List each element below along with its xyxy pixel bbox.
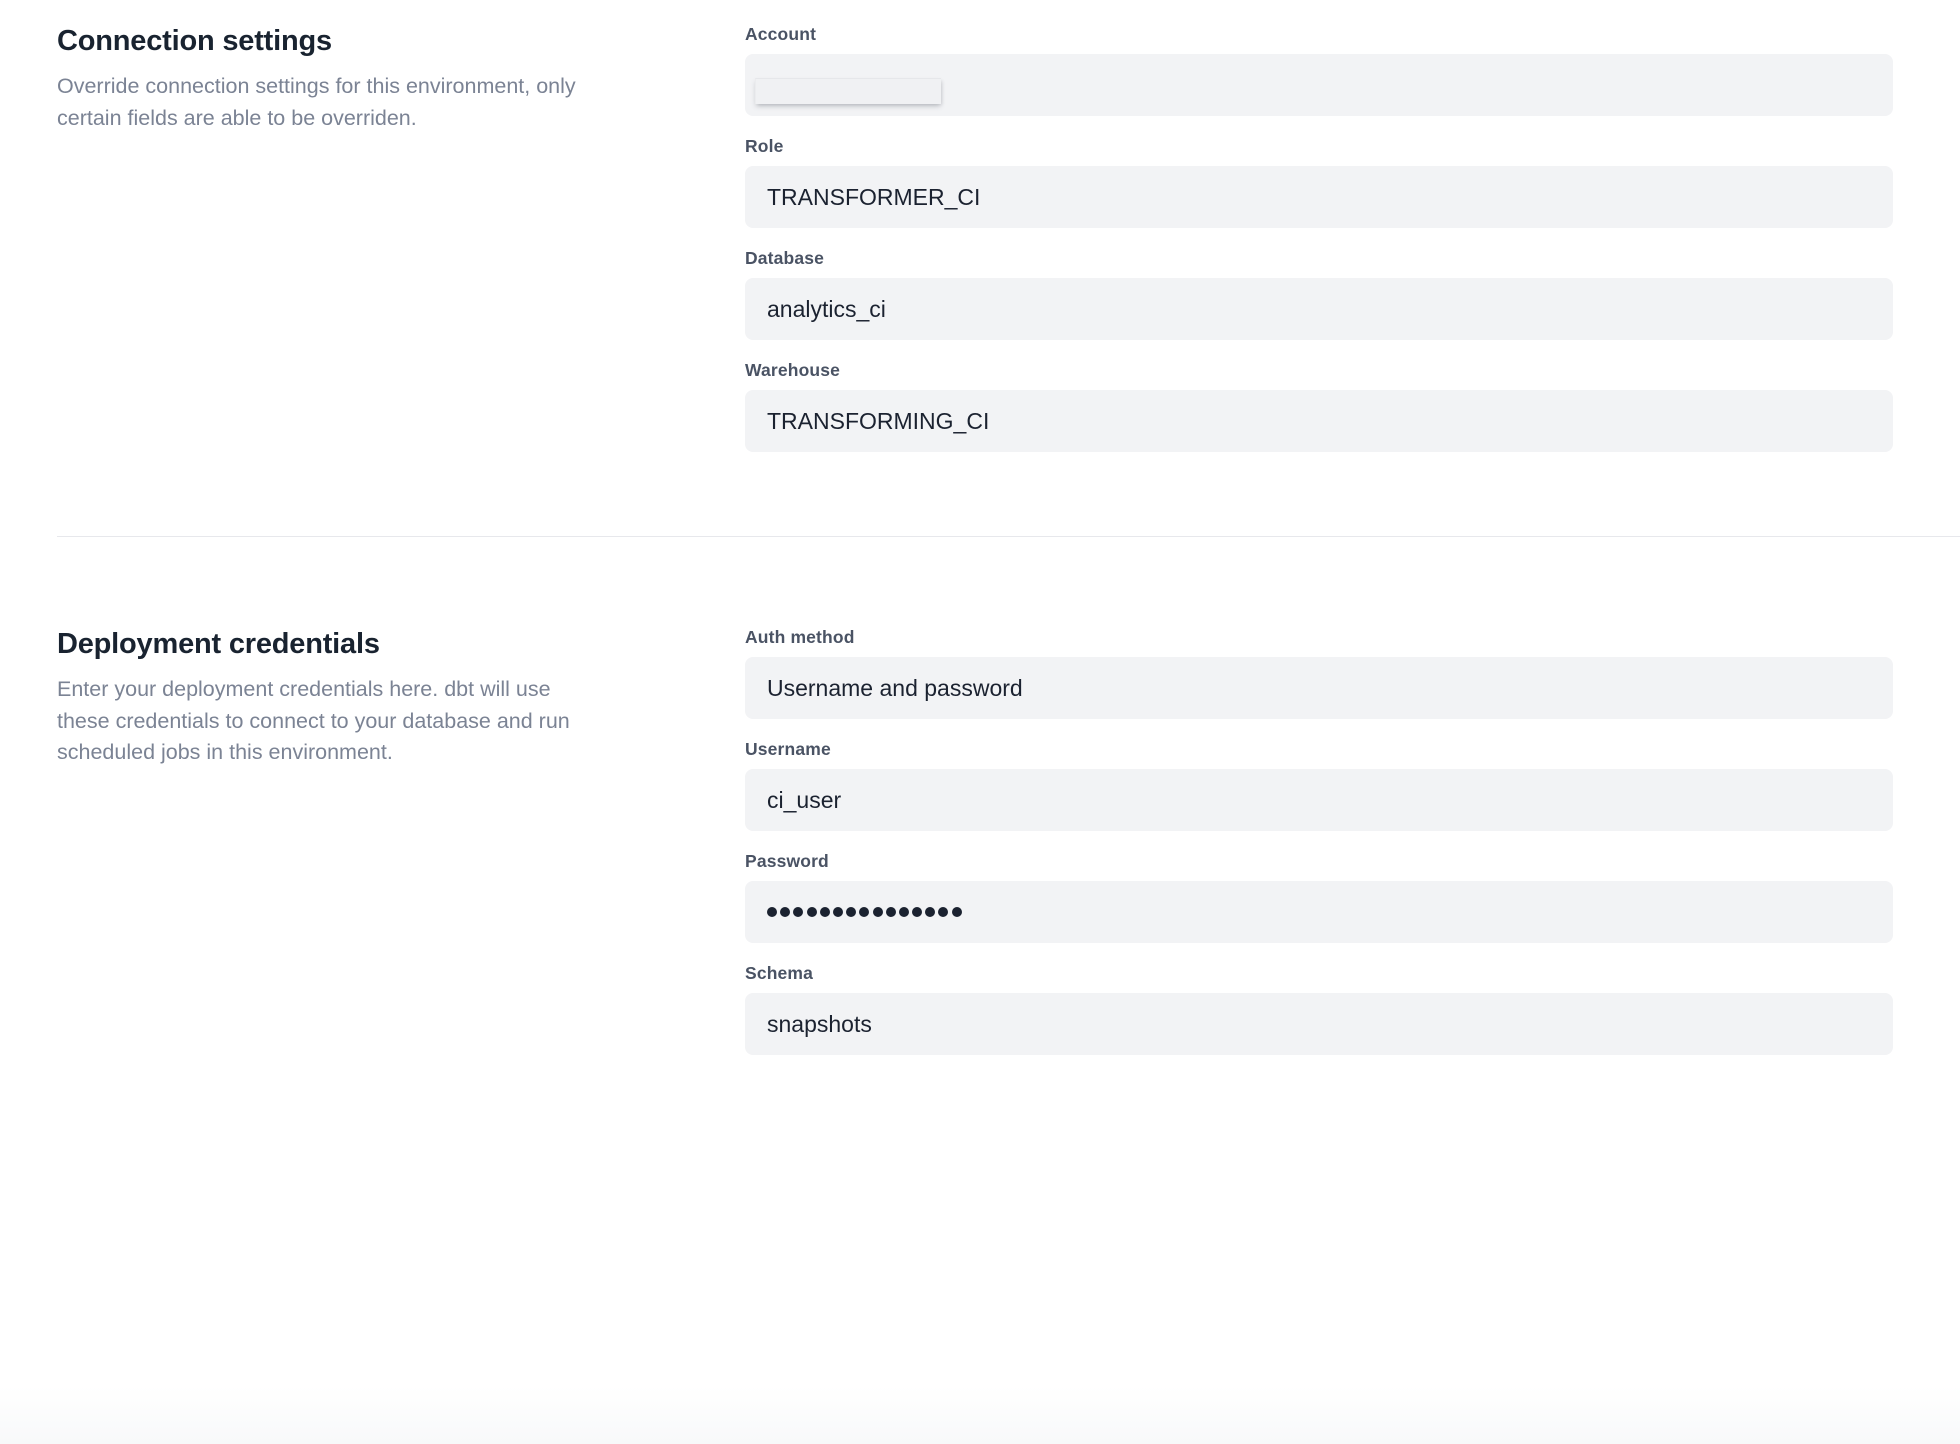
bottom-scroll-fade (0, 1386, 1960, 1444)
connection-settings-description: Override connection settings for this en… (57, 73, 576, 130)
account-input[interactable] (745, 54, 1893, 116)
role-label: Role (745, 136, 784, 156)
deployment-credentials-fields: Auth method Username and password Userna… (745, 627, 1893, 1055)
warehouse-label: Warehouse (745, 360, 841, 380)
schema-value: snapshots (767, 1010, 872, 1037)
database-value: analytics_ci (767, 295, 886, 322)
schema-label: Schema (745, 963, 814, 983)
connection-settings-title: Connection settings (57, 25, 332, 57)
section-divider-wrap (0, 536, 1960, 537)
schema-input[interactable]: snapshots (745, 993, 1893, 1055)
role-input[interactable]: TRANSFORMER_CI (745, 166, 1893, 228)
field-schema: Schema snapshots (745, 963, 1893, 1055)
field-role: Role TRANSFORMER_CI (745, 136, 1893, 228)
field-username: Username ci_user (745, 739, 1893, 831)
deployment-credentials-info: Deployment credentials Enter your deploy… (57, 627, 745, 769)
connection-settings-fields: Account Role TRANSFORMER_CI Database ana… (745, 24, 1893, 452)
auth-method-label: Auth method (745, 627, 855, 647)
database-label: Database (745, 248, 825, 268)
warehouse-input[interactable]: TRANSFORMING_CI (745, 390, 1893, 452)
auth-method-value: Username and password (767, 674, 1023, 701)
account-redaction-overlay (755, 78, 941, 104)
field-warehouse: Warehouse TRANSFORMING_CI (745, 360, 1893, 452)
field-password: Password (745, 851, 1893, 943)
username-label: Username (745, 739, 831, 759)
password-masked-value (767, 907, 962, 917)
auth-method-select[interactable]: Username and password (745, 657, 1893, 719)
field-account: Account (745, 24, 1893, 116)
deployment-credentials-title: Deployment credentials (57, 628, 380, 660)
username-value: ci_user (767, 786, 842, 813)
role-value: TRANSFORMER_CI (767, 183, 981, 210)
warehouse-value: TRANSFORMING_CI (767, 407, 990, 434)
connection-settings-info: Connection settings Override connection … (57, 24, 745, 134)
account-label: Account (745, 24, 817, 44)
deployment-credentials-description: Enter your deployment credentials here. … (57, 676, 570, 765)
connection-settings-section: Connection settings Override connection … (0, 0, 1960, 452)
field-database: Database analytics_ci (745, 248, 1893, 340)
deployment-credentials-section: Deployment credentials Enter your deploy… (0, 537, 1960, 1055)
password-input[interactable] (745, 881, 1893, 943)
field-auth-method: Auth method Username and password (745, 627, 1893, 719)
database-input[interactable]: analytics_ci (745, 278, 1893, 340)
password-label: Password (745, 851, 829, 871)
username-input[interactable]: ci_user (745, 769, 1893, 831)
section-divider (57, 536, 1960, 537)
